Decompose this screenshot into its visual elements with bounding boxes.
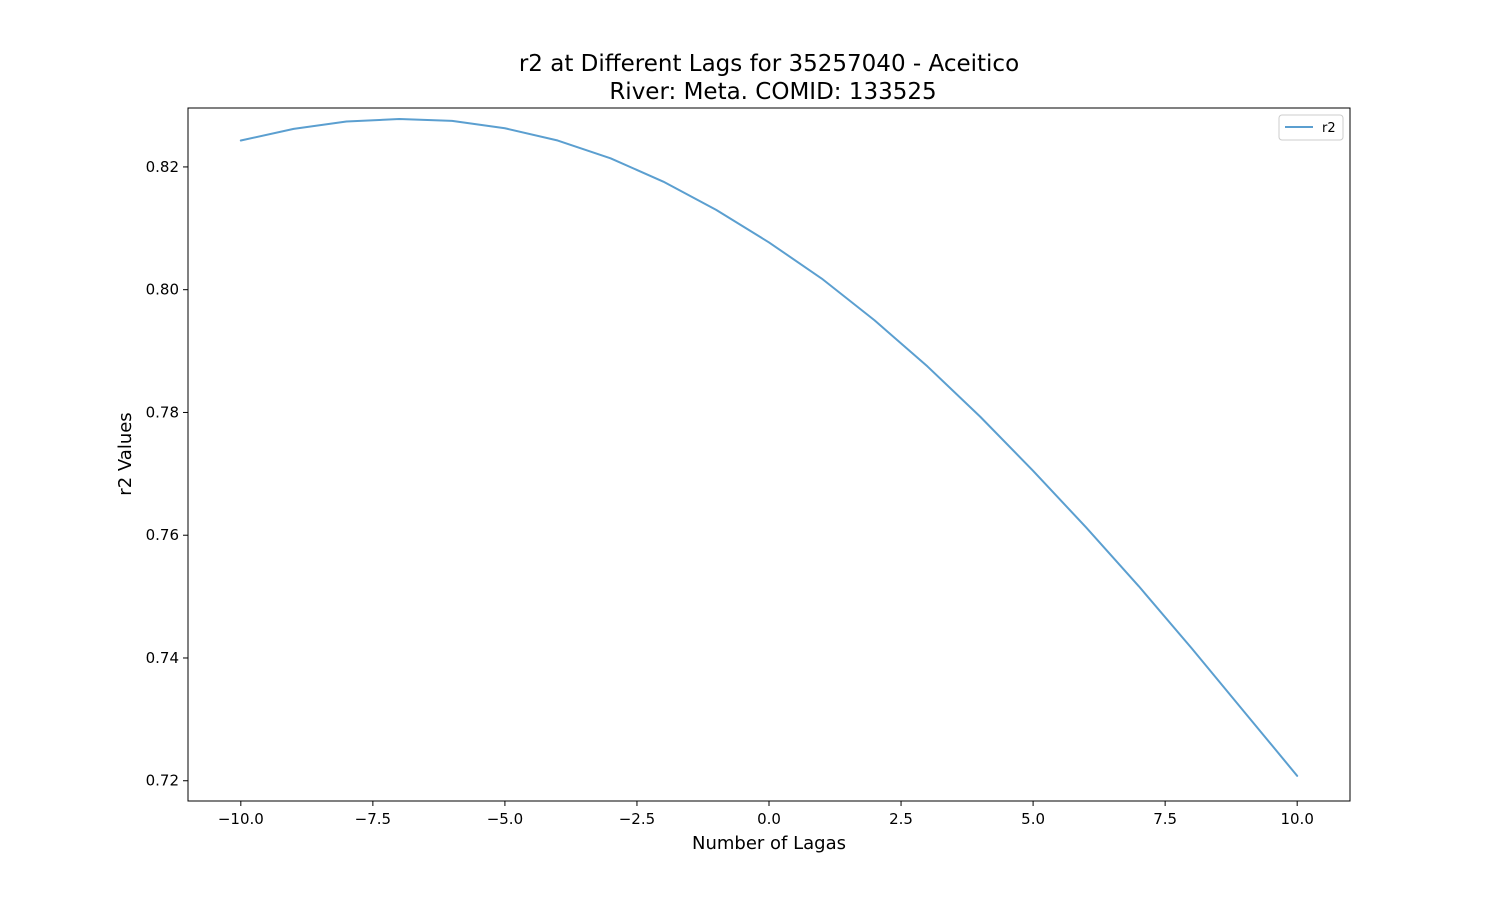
x-tick-label: −7.5 bbox=[355, 810, 391, 828]
plot-frame bbox=[187, 107, 1351, 802]
legend-label-r2: r2 bbox=[1322, 121, 1336, 136]
series-line-r2 bbox=[239, 118, 1299, 777]
x-tick-label: 7.5 bbox=[1153, 810, 1177, 828]
plot-area bbox=[188, 108, 1350, 801]
series-layer bbox=[239, 118, 1299, 777]
y-tick-label: 0.82 bbox=[146, 158, 179, 176]
x-axis: −10.0 −7.5 −5.0 −2.5 0.0 2.5 5.0 7.5 10.0 bbox=[218, 801, 1314, 828]
x-tick-label: −2.5 bbox=[619, 810, 655, 828]
y-tick-label: 0.80 bbox=[146, 281, 179, 299]
y-tick-label: 0.78 bbox=[146, 403, 179, 421]
x-tick-label: 0.0 bbox=[757, 810, 781, 828]
y-tick-label: 0.76 bbox=[146, 526, 179, 544]
chart-title-line-1: r2 at Different Lags for 35257040 - Acei… bbox=[519, 51, 1019, 77]
legend: r2 bbox=[1278, 114, 1344, 141]
x-tick-label: −10.0 bbox=[218, 810, 264, 828]
y-tick-label: 0.72 bbox=[146, 772, 179, 790]
x-tick-label: 5.0 bbox=[1021, 810, 1045, 828]
x-tick-label: 2.5 bbox=[889, 810, 913, 828]
y-tick-label: 0.74 bbox=[146, 649, 179, 667]
y-axis: 0.72 0.74 0.76 0.78 0.80 0.82 bbox=[146, 158, 188, 790]
x-tick-label: −5.0 bbox=[487, 810, 523, 828]
y-axis-label: r2 Values bbox=[115, 412, 136, 495]
x-tick-label: 10.0 bbox=[1280, 810, 1313, 828]
x-axis-label: Number of Lagas bbox=[692, 833, 846, 854]
chart-title-line-2: River: Meta. COMID: 133525 bbox=[609, 79, 936, 105]
